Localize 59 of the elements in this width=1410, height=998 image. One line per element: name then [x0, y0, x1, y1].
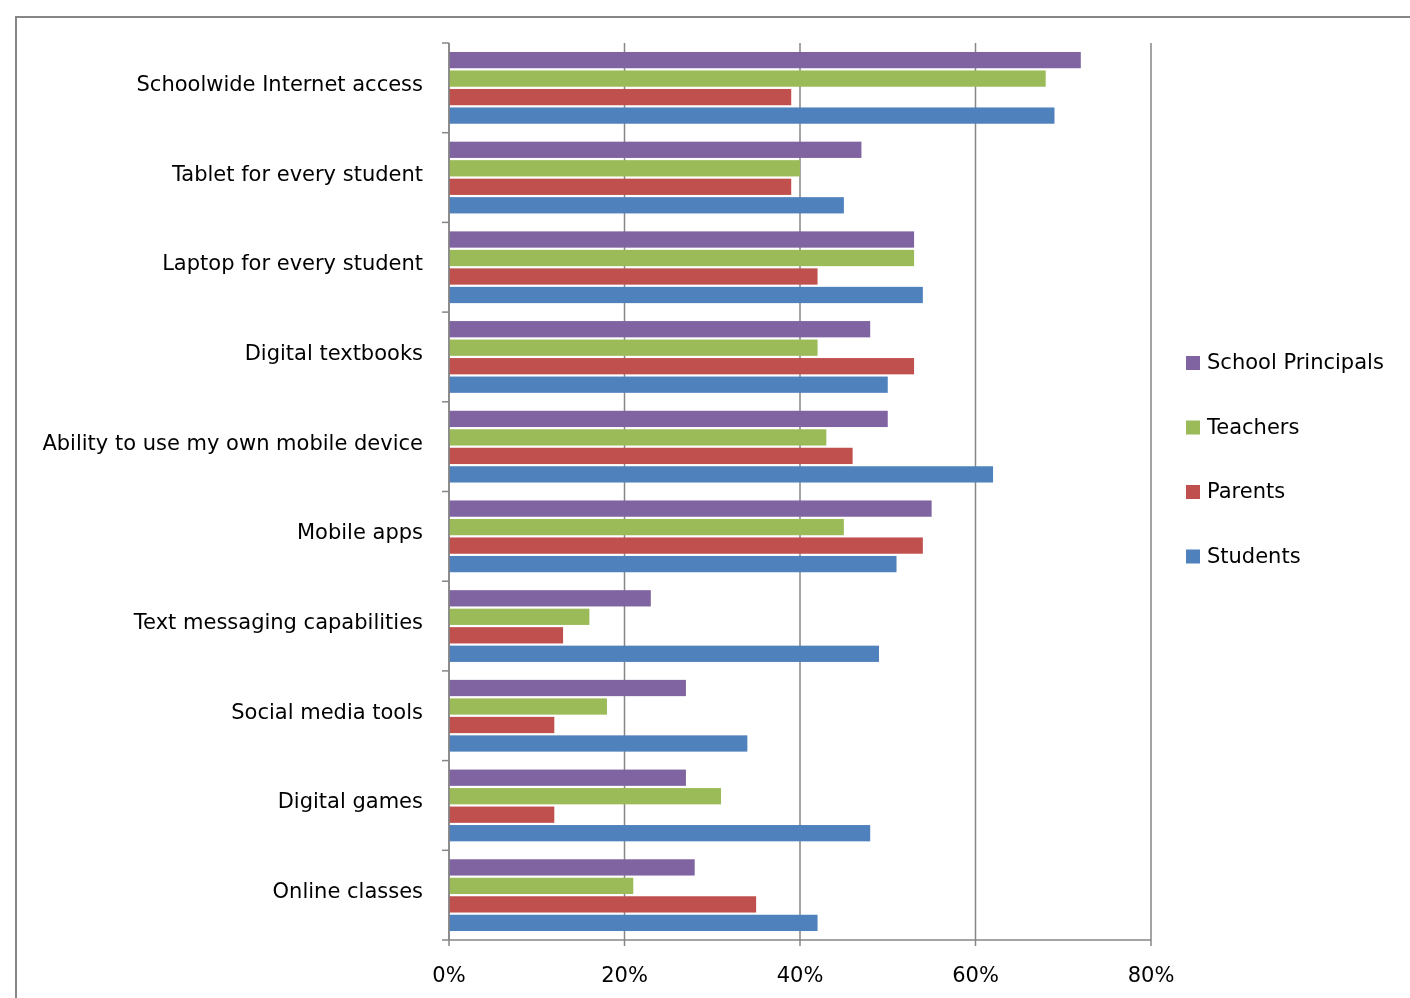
bar [449, 429, 827, 446]
bar [449, 88, 792, 106]
bar [449, 877, 634, 895]
y-tick-label: Tablet for every student [170, 161, 423, 186]
bar [449, 914, 818, 932]
bar [449, 859, 695, 876]
y-tick-label: Digital games [277, 789, 423, 814]
bar [449, 321, 871, 338]
bar [449, 339, 818, 356]
bar [449, 769, 686, 786]
bar [449, 107, 1055, 124]
bar [449, 788, 722, 805]
bar [449, 286, 923, 304]
bar [449, 249, 915, 267]
y-tick-label: Digital textbooks [244, 340, 423, 365]
bar [449, 231, 915, 248]
x-tick-label: 60% [952, 963, 999, 987]
bar [449, 51, 1081, 69]
bar [449, 735, 748, 752]
bar [449, 197, 844, 214]
y-tick-label: Schoolwide Internet access [136, 71, 423, 96]
bar [449, 645, 879, 662]
bar [449, 160, 800, 177]
y-tick-label: Online classes [272, 879, 423, 904]
y-tick-label: Laptop for every student [162, 251, 423, 276]
bar [449, 679, 686, 697]
x-tick-label: 20% [601, 963, 648, 987]
bar [449, 627, 564, 644]
legend-label: Parents [1207, 479, 1286, 503]
x-tick-label: 40% [776, 963, 824, 987]
bar [449, 178, 792, 195]
bar [449, 806, 555, 823]
bar [449, 518, 844, 536]
bar [449, 500, 932, 517]
y-tick-label: Mobile apps [296, 520, 423, 545]
bar [449, 590, 651, 607]
bar [449, 698, 607, 715]
bar [449, 141, 862, 158]
bar [449, 608, 590, 625]
legend-label: School Principals [1207, 350, 1384, 374]
y-tick-label: Text messaging capabilities [132, 610, 423, 635]
bar [449, 70, 1046, 87]
x-tick-label: 80% [1127, 963, 1175, 987]
bar [449, 716, 555, 734]
bar [449, 447, 853, 465]
bar [449, 376, 888, 393]
bar [449, 410, 888, 428]
bar [449, 896, 757, 913]
legend-label: Students [1207, 543, 1301, 568]
bar [449, 555, 897, 573]
bar [449, 268, 818, 285]
y-tick-label: Social media tools [231, 699, 423, 724]
x-tick-label: 0% [432, 963, 466, 987]
bar [449, 466, 994, 483]
legend-label: Teachers [1206, 414, 1300, 439]
bar [449, 825, 871, 842]
bar [449, 537, 923, 554]
bar [449, 358, 915, 375]
y-tick-label: Ability to use my own mobile device [42, 430, 423, 455]
